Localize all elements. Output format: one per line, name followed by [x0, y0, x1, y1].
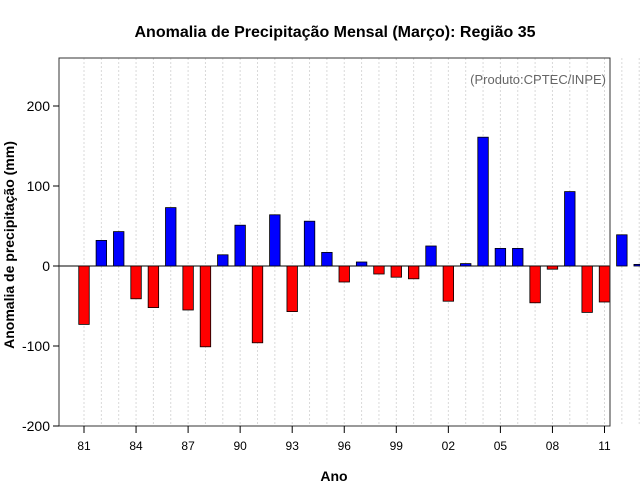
bar — [598, 265, 611, 303]
bar — [373, 265, 385, 275]
credit-text: (Produto:CPTEC/INPE) — [470, 72, 606, 87]
bar — [251, 265, 264, 344]
bar — [199, 265, 212, 348]
bar — [113, 231, 125, 267]
bar — [269, 214, 281, 267]
bar — [390, 265, 402, 278]
x-tick-label: 84 — [129, 439, 143, 453]
bars — [78, 136, 640, 348]
bar — [130, 265, 142, 300]
x-tick-label: 02 — [442, 439, 456, 453]
bar — [95, 239, 107, 267]
bar — [564, 191, 576, 267]
bar — [286, 265, 298, 312]
bar — [460, 263, 472, 267]
x-tick-label: 93 — [286, 439, 300, 453]
bar — [234, 224, 246, 267]
x-axis: 818487909396990205081114172023 — [77, 426, 611, 453]
bar — [78, 265, 90, 325]
y-tick-label: 200 — [27, 98, 51, 114]
bar — [182, 265, 194, 311]
bar — [217, 254, 229, 267]
bar — [581, 265, 593, 313]
bar — [425, 245, 437, 267]
bar — [494, 247, 507, 267]
x-tick-label: 81 — [77, 439, 91, 453]
y-axis: -200 -100 0 100 200 — [22, 98, 59, 434]
bar — [616, 234, 628, 267]
bar — [303, 220, 316, 267]
bar — [321, 251, 333, 267]
bar — [477, 136, 489, 267]
bar — [407, 265, 420, 280]
x-tick-label: 96 — [338, 439, 352, 453]
x-tick-label: 05 — [494, 439, 508, 453]
bar — [633, 263, 640, 267]
bar — [147, 265, 160, 308]
x-tick-label: 90 — [233, 439, 247, 453]
x-axis-label: Ano — [320, 468, 347, 484]
chart-title: Anomalia de Precipitação Mensal (Março):… — [134, 24, 535, 41]
bar — [355, 261, 368, 267]
y-tick-label: 0 — [42, 258, 50, 274]
bar — [529, 265, 541, 304]
bar — [546, 265, 559, 270]
bar — [442, 265, 455, 302]
y-tick-label: -200 — [22, 418, 50, 434]
bar — [512, 247, 524, 267]
bar — [338, 265, 350, 283]
y-axis-label: Anomalia de precipitação (mm) — [1, 141, 17, 349]
x-tick-label: 99 — [390, 439, 404, 453]
x-tick-label: 11 — [598, 439, 611, 453]
plot-frame — [58, 57, 611, 427]
y-tick-label: 100 — [27, 178, 51, 194]
x-tick-label: 87 — [181, 439, 195, 453]
bar — [165, 207, 177, 267]
y-tick-label: -100 — [22, 338, 50, 354]
grid — [83, 58, 640, 426]
x-tick-label: 08 — [546, 439, 560, 453]
